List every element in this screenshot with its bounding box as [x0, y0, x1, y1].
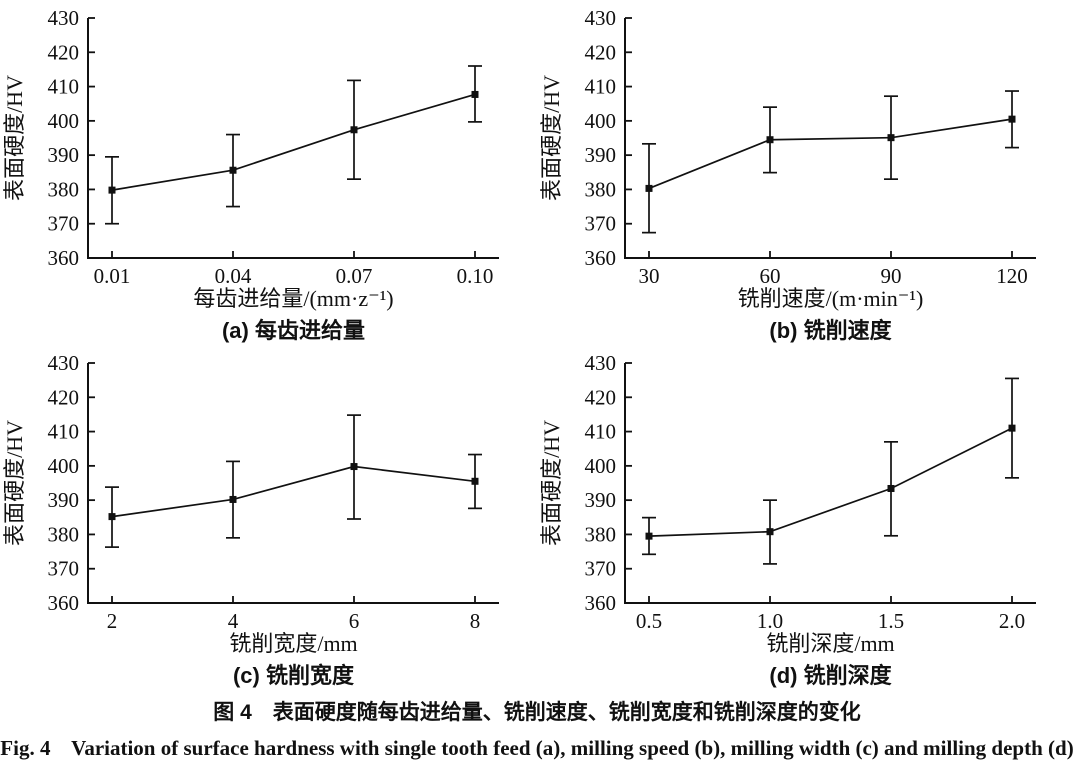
svg-text:0.07: 0.07: [336, 264, 373, 288]
subplot-caption: (b) 铣削速度: [769, 318, 892, 343]
svg-text:30: 30: [639, 264, 660, 288]
subplot-caption: (d) 铣削深度: [769, 663, 892, 688]
svg-text:0.01: 0.01: [94, 264, 131, 288]
figure-caption-en: Fig. 4 Variation of surface hardness wit…: [0, 736, 1074, 761]
svg-text:400: 400: [48, 454, 80, 478]
svg-text:1.5: 1.5: [878, 609, 904, 633]
svg-text:360: 360: [585, 246, 617, 270]
axes: [87, 18, 499, 259]
svg-text:0.04: 0.04: [215, 264, 252, 288]
svg-text:60: 60: [760, 264, 781, 288]
svg-text:390: 390: [585, 143, 617, 167]
svg-text:370: 370: [48, 557, 80, 581]
svg-text:390: 390: [48, 143, 80, 167]
subplot-caption: (a) 每齿进给量: [222, 318, 365, 343]
svg-text:90: 90: [881, 264, 902, 288]
series-markers: [108, 90, 479, 194]
subplot-b-chart: 360 370 380 390 400 410 420 430 30 60 90 120 铣削速度/(m…: [539, 6, 1036, 343]
svg-text:4: 4: [228, 609, 239, 633]
svg-text:6: 6: [349, 609, 360, 633]
error-bars: [642, 90, 1019, 234]
svg-text:400: 400: [585, 109, 617, 133]
svg-text:1.0: 1.0: [757, 609, 783, 633]
svg-text:370: 370: [48, 212, 80, 236]
figure-caption-zh: 图 4 表面硬度随每齿进给量、铣削速度、铣削宽度和铣削深度的变化: [213, 701, 861, 724]
svg-text:380: 380: [585, 177, 617, 201]
svg-text:380: 380: [585, 522, 617, 546]
svg-text:390: 390: [585, 488, 617, 512]
error-bars: [105, 414, 482, 548]
svg-text:360: 360: [48, 591, 80, 615]
svg-text:420: 420: [585, 385, 617, 409]
y-axis-ticks: 360 370 380 390 400 410 420 430: [48, 6, 95, 270]
svg-text:120: 120: [996, 264, 1028, 288]
y-axis-ticks: 360 370 380 390 400 410 420 430: [585, 6, 632, 270]
svg-text:380: 380: [48, 522, 80, 546]
series-markers: [645, 115, 1016, 192]
error-bars: [642, 377, 1019, 565]
svg-text:430: 430: [585, 6, 617, 30]
svg-text:430: 430: [48, 351, 80, 375]
figure-captions: 图 4 表面硬度随每齿进给量、铣削速度、铣削宽度和铣削深度的变化 Fig. 4 …: [0, 690, 1074, 762]
y-axis-label: 表面硬度/HV: [539, 420, 564, 546]
x-axis-label: 铣削宽度/mm: [229, 631, 357, 656]
y-axis-label: 表面硬度/HV: [2, 420, 27, 546]
svg-text:400: 400: [48, 109, 80, 133]
svg-text:420: 420: [48, 40, 80, 64]
svg-text:360: 360: [585, 591, 617, 615]
svg-text:0.10: 0.10: [457, 264, 494, 288]
series-line: [111, 93, 476, 191]
series-line: [111, 465, 476, 518]
y-axis-label: 表面硬度/HV: [539, 75, 564, 201]
series-markers: [108, 463, 479, 521]
y-axis-label: 表面硬度/HV: [2, 75, 27, 201]
x-axis-ticks: 0.5 1.0 1.5 2.0: [636, 596, 1025, 633]
svg-text:410: 410: [48, 420, 80, 444]
x-axis-ticks: 0.01 0.04 0.07 0.10: [94, 251, 494, 288]
y-axis-ticks: 360 370 380 390 400 410 420 430: [585, 351, 632, 615]
svg-text:380: 380: [48, 177, 80, 201]
svg-text:390: 390: [48, 488, 80, 512]
series-line: [648, 118, 1013, 190]
svg-text:400: 400: [585, 454, 617, 478]
svg-text:8: 8: [470, 609, 481, 633]
error-bars: [105, 65, 482, 225]
svg-text:410: 410: [48, 75, 80, 99]
svg-text:370: 370: [585, 212, 617, 236]
svg-text:410: 410: [585, 420, 617, 444]
axes: [624, 363, 1036, 604]
svg-text:0.5: 0.5: [636, 609, 662, 633]
x-axis-label: 铣削速度/(m·min⁻¹): [738, 286, 924, 311]
subplot-a-chart: 360 370 380 390 400 410 420 430 0.01 0.04 0.07 0.10…: [2, 6, 499, 343]
x-axis-label: 每齿进给量/(mm·z⁻¹): [193, 286, 393, 311]
svg-text:430: 430: [48, 6, 80, 30]
svg-text:420: 420: [48, 385, 80, 409]
subplot-d-chart: 360 370 380 390 400 410 420 430 0.5 1.0 1.5 2.0 铣削深度…: [539, 351, 1036, 688]
x-axis-ticks: 30 60 90 120: [639, 251, 1028, 288]
svg-text:410: 410: [585, 75, 617, 99]
x-axis-ticks: 2 4 6 8: [107, 596, 481, 633]
svg-text:430: 430: [585, 351, 617, 375]
y-axis-ticks: 360 370 380 390 400 410 420 430: [48, 351, 95, 615]
subplot-caption: (c) 铣削宽度: [233, 663, 355, 688]
series-markers: [645, 424, 1016, 540]
svg-text:2: 2: [107, 609, 118, 633]
svg-text:370: 370: [585, 557, 617, 581]
subplot-c-chart: 360 370 380 390 400 410 420 430 2 4 6 8 铣削宽度/mm 表面硬度/…: [2, 351, 499, 688]
subplot-grid: 360 370 380 390 400 410 420 430 0.01 0.04 0.07 0.10…: [2, 6, 1036, 688]
x-axis-label: 铣削深度/mm: [766, 631, 894, 656]
svg-text:2.0: 2.0: [999, 609, 1025, 633]
svg-text:420: 420: [585, 40, 617, 64]
series-line: [648, 427, 1013, 537]
svg-text:360: 360: [48, 246, 80, 270]
